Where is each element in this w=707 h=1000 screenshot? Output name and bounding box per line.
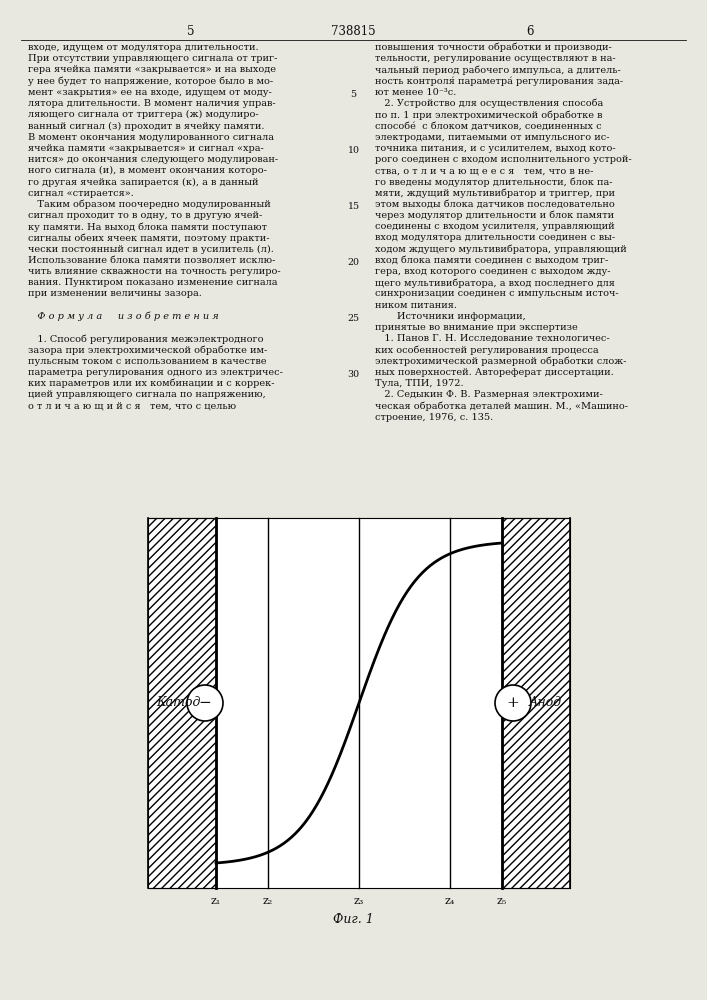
Text: ют менее 10⁻³с.: ют менее 10⁻³с.: [375, 88, 457, 97]
Text: ства, о т л и ч а ю щ е е с я   тем, что в не-: ства, о т л и ч а ю щ е е с я тем, что в…: [375, 166, 593, 175]
Bar: [148, 518, 570, 888]
Text: вход модулятора длительности соединен с вы-: вход модулятора длительности соединен с …: [375, 233, 615, 242]
Text: В момент окончания модулированного сигнала: В момент окончания модулированного сигна…: [28, 133, 274, 142]
Text: 25: 25: [347, 314, 360, 323]
Text: нится» до окончания следующего модулирован-: нится» до окончания следующего модулиров…: [28, 155, 278, 164]
Text: гера, вход которого соединен с выходом жду-: гера, вход которого соединен с выходом ж…: [375, 267, 611, 276]
Text: чальный период рабочего импульса, а длитель-: чальный период рабочего импульса, а длит…: [375, 65, 621, 75]
Text: рого соединен с входом исполнительного устрой-: рого соединен с входом исполнительного у…: [375, 155, 631, 164]
Text: го другая ячейка запирается (к), а в данный: го другая ячейка запирается (к), а в дан…: [28, 177, 259, 187]
Text: Фиг. 1: Фиг. 1: [333, 913, 374, 926]
Text: принятые во внимание при экспертизе: принятые во внимание при экспертизе: [375, 323, 578, 332]
Text: синхронизации соединен с импульсным источ-: синхронизации соединен с импульсным исто…: [375, 289, 619, 298]
Text: у нее будет то напряжение, которое было в мо-: у нее будет то напряжение, которое было …: [28, 77, 273, 86]
Text: электрохимической размерной обработки слож-: электрохимической размерной обработки сл…: [375, 357, 626, 366]
Bar: [148, 518, 216, 888]
Text: 5: 5: [351, 90, 356, 99]
Text: при изменении величины зазора.: при изменении величины зазора.: [28, 289, 202, 298]
Text: сигнал проходит то в одну, то в другую ячей-: сигнал проходит то в одну, то в другую я…: [28, 211, 262, 220]
Text: гера ячейка памяти «закрывается» и на выходе: гера ячейка памяти «закрывается» и на вы…: [28, 65, 276, 74]
Text: лятора длительности. В момент наличия управ-: лятора длительности. В момент наличия уп…: [28, 99, 276, 108]
Text: Катод: Катод: [156, 696, 200, 710]
Text: −: −: [199, 696, 211, 710]
Text: z₄: z₄: [445, 896, 455, 906]
Text: При отсутствии управляющего сигнала от триг-: При отсутствии управляющего сигнала от т…: [28, 54, 277, 63]
Text: ходом ждущего мультивибратора, управляющий: ходом ждущего мультивибратора, управляющ…: [375, 245, 626, 254]
Text: строение, 1976, с. 135.: строение, 1976, с. 135.: [375, 413, 493, 422]
Text: зазора при электрохимической обработке им-: зазора при электрохимической обработке и…: [28, 345, 267, 355]
Text: Анод: Анод: [529, 696, 562, 710]
Text: ячейка памяти «закрывается» и сигнал «хра-: ячейка памяти «закрывается» и сигнал «хр…: [28, 144, 264, 153]
Text: ляющего сигнала от триггера (ж) модулиро-: ляющего сигнала от триггера (ж) модулиро…: [28, 110, 259, 119]
Text: ку памяти. На выход блока памяти поступают: ку памяти. На выход блока памяти поступа…: [28, 222, 267, 232]
Text: пульсным током с использованием в качестве: пульсным током с использованием в качест…: [28, 357, 267, 366]
Text: цией управляющего сигнала по напряжению,: цией управляющего сигнала по напряжению,: [28, 390, 266, 399]
Text: этом выходы блока датчиков последовательно: этом выходы блока датчиков последователь…: [375, 200, 615, 209]
Text: повышения точности обработки и производи-: повышения точности обработки и производи…: [375, 43, 612, 52]
Text: точника питания, и с усилителем, выход кото-: точника питания, и с усилителем, выход к…: [375, 144, 616, 153]
Text: чески постоянный сигнал идет в усилитель (л).: чески постоянный сигнал идет в усилитель…: [28, 245, 274, 254]
Text: ником питания.: ником питания.: [375, 301, 457, 310]
Text: z₃: z₃: [354, 896, 364, 906]
Text: z₁: z₁: [211, 896, 221, 906]
Text: 15: 15: [347, 202, 360, 211]
Text: 10: 10: [348, 146, 359, 155]
Text: Источники информации,: Источники информации,: [375, 312, 526, 321]
Text: Тула, ТПИ, 1972.: Тула, ТПИ, 1972.: [375, 379, 464, 388]
Text: мент «закрытия» ее на входе, идущем от моду-: мент «закрытия» ее на входе, идущем от м…: [28, 88, 271, 97]
Text: 20: 20: [348, 258, 359, 267]
Text: 30: 30: [347, 370, 360, 379]
Text: сигналы обеих ячеек памяти, поэтому практи-: сигналы обеих ячеек памяти, поэтому прак…: [28, 233, 269, 243]
Text: ного сигнала (и), в момент окончания которо-: ного сигнала (и), в момент окончания кот…: [28, 166, 267, 175]
Text: соединены с входом усилителя, управляющий: соединены с входом усилителя, управляющи…: [375, 222, 614, 231]
Text: Ф о р м у л а     и з о б р е т е н и я: Ф о р м у л а и з о б р е т е н и я: [28, 312, 218, 321]
Text: о т л и ч а ю щ и й с я   тем, что с целью: о т л и ч а ю щ и й с я тем, что с целью: [28, 401, 236, 410]
Text: параметра регулирования одного из электричес-: параметра регулирования одного из электр…: [28, 368, 283, 377]
Text: ческая обработка деталей машин. М., «Машино-: ческая обработка деталей машин. М., «Маш…: [375, 401, 628, 411]
Text: z₅: z₅: [497, 896, 507, 906]
Text: 1. Панов Г. Н. Исследование технологичес-: 1. Панов Г. Н. Исследование технологичес…: [375, 334, 609, 343]
Text: вход блока памяти соединен с выходом триг-: вход блока памяти соединен с выходом три…: [375, 256, 608, 265]
Text: вания. Пунктиром показано изменение сигнала: вания. Пунктиром показано изменение сигн…: [28, 278, 278, 287]
Text: ких особенностей регулирования процесса: ких особенностей регулирования процесса: [375, 345, 599, 355]
Text: чить влияние скважности на точность регулиро-: чить влияние скважности на точность регу…: [28, 267, 281, 276]
Text: мяти, ждущий мультивибратор и триггер, при: мяти, ждущий мультивибратор и триггер, п…: [375, 189, 615, 198]
Text: ность контроля́ параметра́ регулирования зада-: ность контроля́ параметра́ регулирования…: [375, 77, 623, 86]
Text: 2. Устройство для осуществления способа: 2. Устройство для осуществления способа: [375, 99, 603, 108]
Text: через модулятор длительности и блок памяти: через модулятор длительности и блок памя…: [375, 211, 614, 221]
Text: 6: 6: [527, 25, 534, 38]
Text: щего мультивибратора, а вход последнего для: щего мультивибратора, а вход последнего …: [375, 278, 615, 288]
Text: 738815: 738815: [331, 25, 376, 38]
Text: входе, идущем от модулятора длительности.: входе, идущем от модулятора длительности…: [28, 43, 259, 52]
Text: электродами, питаемыми от импульсного ис-: электродами, питаемыми от импульсного ис…: [375, 133, 609, 142]
Circle shape: [495, 685, 531, 721]
Text: го введены модулятор длительности, блок па-: го введены модулятор длительности, блок …: [375, 177, 612, 187]
Text: ванный сигнал (з) проходит в ячейку памяти.: ванный сигнал (з) проходит в ячейку памя…: [28, 121, 264, 131]
Text: 1. Способ регулирования межэлектродного: 1. Способ регулирования межэлектродного: [28, 334, 264, 344]
Text: сигнал «стирается».: сигнал «стирается».: [28, 189, 134, 198]
Bar: [502, 518, 570, 888]
Circle shape: [187, 685, 223, 721]
Text: z₂: z₂: [263, 896, 273, 906]
Text: способе́  с блоком датчиков, соединенных с: способе́ с блоком датчиков, соединенных …: [375, 121, 602, 130]
Text: тельности, регулирование осуществляют в на-: тельности, регулирование осуществляют в …: [375, 54, 616, 63]
Text: ких параметров или их комбинации и с коррек-: ких параметров или их комбинации и с кор…: [28, 379, 274, 388]
Text: ных поверхностей. Автореферат диссертации.: ных поверхностей. Автореферат диссертаци…: [375, 368, 614, 377]
Text: Использование блока памяти позволяет исклю-: Использование блока памяти позволяет иск…: [28, 256, 275, 265]
Text: Таким образом поочередно модулированный: Таким образом поочередно модулированный: [28, 200, 271, 209]
Text: +: +: [507, 696, 520, 710]
Text: 5: 5: [187, 25, 194, 38]
Text: по п. 1 при электрохимической обработке в: по п. 1 при электрохимической обработке …: [375, 110, 602, 120]
Text: 2. Седыкин Ф. В. Размерная электрохими-: 2. Седыкин Ф. В. Размерная электрохими-: [375, 390, 603, 399]
